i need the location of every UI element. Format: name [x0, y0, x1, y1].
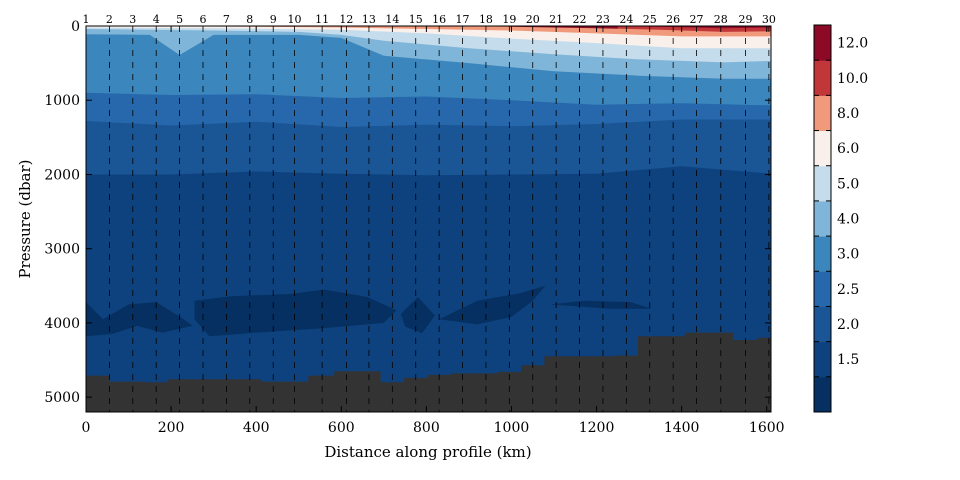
station-label-4: 4 — [153, 13, 160, 26]
station-label-29: 29 — [738, 13, 752, 26]
colorbar-label-8: 2.5 — [837, 282, 859, 298]
station-label-8: 8 — [246, 13, 253, 26]
station-label-6: 6 — [200, 13, 207, 26]
station-labels: 1 2 3 4 5 6 7 8 9 10 11 12 13 14 15 16 17 18 19 20 21 22 23 24 2… — [83, 13, 776, 26]
colorbar-frame — [813, 24, 832, 413]
plot-frame — [85, 25, 772, 413]
colorbar-label-10: 1.5 — [837, 352, 859, 368]
station-label-16: 16 — [432, 13, 446, 26]
x-tick-label-600: 600 — [328, 420, 355, 436]
seafloor — [86, 332, 771, 412]
colorbar-swatch-7 — [814, 165, 831, 202]
station-label-25: 25 — [643, 13, 657, 26]
colorbar-label-3: 8.0 — [837, 106, 859, 122]
station-label-3: 3 — [129, 13, 136, 26]
colorbar-label-6: 4.0 — [837, 212, 859, 228]
x-tick-label-400: 400 — [243, 420, 270, 436]
y-axis-title: Pressure (dbar) — [16, 159, 34, 278]
station-label-23: 23 — [596, 13, 610, 26]
x-tick-label-200: 200 — [158, 420, 185, 436]
colorbar-swatch-5 — [814, 236, 831, 272]
cold-pool-3 — [400, 296, 435, 334]
station-label-15: 15 — [409, 13, 423, 26]
station-label-13: 13 — [362, 13, 376, 26]
x-axis: 0 200 400 600 800 1000 1200 1400 1600 — [82, 26, 785, 436]
station-label-28: 28 — [714, 13, 728, 26]
colorbar-swatch-6 — [814, 200, 831, 237]
x-tick-label-1600: 1600 — [749, 420, 785, 436]
y-tick-label-5000: 5000 — [44, 390, 80, 406]
colorbar-label-5: 5.0 — [837, 176, 859, 192]
x-tick-label-0: 0 — [82, 420, 91, 436]
station-label-21: 21 — [549, 13, 563, 26]
station-label-24: 24 — [619, 13, 633, 26]
station-label-30: 30 — [762, 13, 776, 26]
station-label-10: 10 — [287, 13, 301, 26]
cold-pool-4 — [439, 285, 546, 325]
station-label-26: 26 — [666, 13, 680, 26]
colorbar-label-9: 2.0 — [837, 317, 859, 333]
colorbar-label-7: 3.0 — [837, 247, 859, 263]
station-label-7: 7 — [223, 13, 230, 26]
colorbar-swatch-11 — [814, 25, 831, 61]
colorbar-label-1: 12.0 — [837, 36, 868, 52]
station-markers — [86, 26, 770, 412]
cold-pool-2 — [194, 289, 397, 337]
band-below-2 — [86, 166, 771, 412]
plot-area — [86, 26, 771, 412]
x-tick-label-1200: 1200 — [579, 420, 615, 436]
y-tick-label-2000: 2000 — [44, 167, 80, 183]
colorbar-swatch-9 — [814, 95, 831, 132]
y-tick-label-3000: 3000 — [44, 242, 80, 258]
colorbar-swatch-1 — [814, 376, 831, 413]
x-tick-label-1000: 1000 — [494, 420, 530, 436]
station-label-2: 2 — [106, 13, 113, 26]
station-label-12: 12 — [339, 13, 353, 26]
y-tick-label-0: 0 — [71, 19, 80, 35]
station-label-22: 22 — [573, 13, 587, 26]
station-label-27: 27 — [690, 13, 704, 26]
colorbar: 12.0 10.0 8.0 6.0 5.0 4.0 3.0 2.5 2.0 1.5 — [813, 24, 868, 413]
station-label-18: 18 — [479, 13, 493, 26]
station-label-9: 9 — [270, 13, 277, 26]
station-label-11: 11 — [315, 13, 329, 26]
y-axis: 0 1000 2000 3000 4000 5000 — [44, 19, 771, 406]
colorbar-swatch-3 — [814, 306, 831, 343]
station-label-5: 5 — [176, 13, 183, 26]
station-label-14: 14 — [385, 13, 399, 26]
x-tick-label-1400: 1400 — [664, 420, 700, 436]
cold-pool-1 — [86, 302, 193, 337]
colorbar-label-4: 6.0 — [837, 141, 859, 157]
colorbar-swatch-4 — [814, 271, 831, 307]
y-tick-label-4000: 4000 — [44, 316, 80, 332]
colorbar-swatch-8 — [814, 130, 831, 167]
y-tick-label-1000: 1000 — [44, 93, 80, 109]
station-label-17: 17 — [456, 13, 470, 26]
colorbar-label-2: 10.0 — [837, 71, 868, 87]
colorbar-swatch-2 — [814, 341, 831, 378]
colorbar-swatch-10 — [814, 60, 831, 96]
x-axis-title: Distance along profile (km) — [324, 443, 531, 461]
x-tick-label-800: 800 — [413, 420, 440, 436]
station-label-20: 20 — [526, 13, 540, 26]
station-label-1: 1 — [83, 13, 90, 26]
station-label-19: 19 — [502, 13, 516, 26]
